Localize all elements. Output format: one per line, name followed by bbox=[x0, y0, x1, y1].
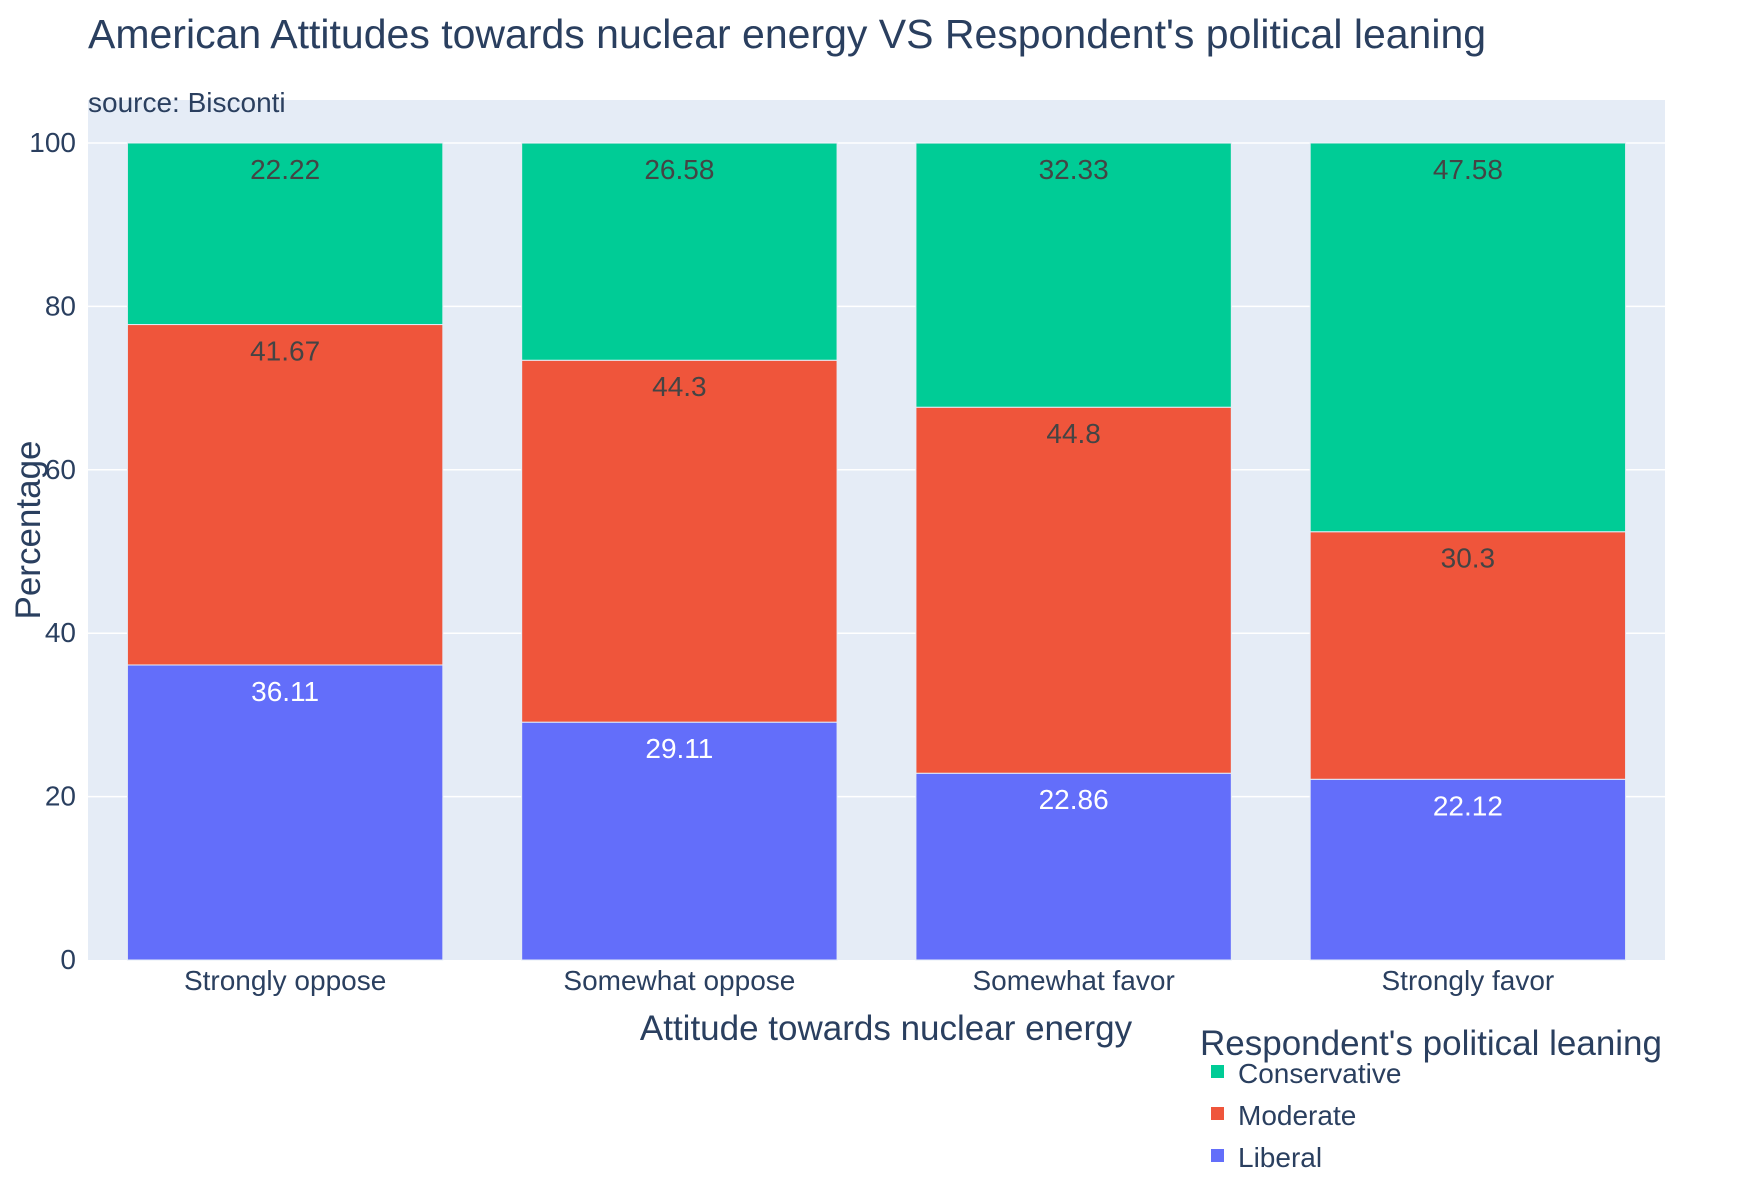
y-tick-label: 100 bbox=[29, 127, 76, 158]
chart-title: American Attitudes towards nuclear energ… bbox=[88, 11, 1486, 57]
bar-moderate-2 bbox=[521, 359, 838, 723]
data-labels: 36.11 41.67 22.22 29.11 44.3 26.58 22.86 44.8 32… bbox=[250, 154, 1503, 821]
bar-conservative-3 bbox=[915, 142, 1232, 408]
legend-items: Conservative Moderate Liberal bbox=[1211, 1058, 1401, 1173]
data-label: 41.67 bbox=[250, 336, 320, 367]
y-tick-label: 20 bbox=[45, 781, 76, 812]
chart-subtitle: source: Bisconti bbox=[88, 87, 286, 118]
y-axis-label: Percentage bbox=[9, 440, 48, 619]
y-tick-label: 0 bbox=[60, 944, 76, 975]
data-label: 22.22 bbox=[250, 154, 320, 185]
data-label: 44.3 bbox=[652, 371, 707, 402]
data-label: 22.86 bbox=[1039, 784, 1109, 815]
x-tick-label: Strongly favor bbox=[1382, 965, 1555, 996]
legend-swatch-liberal bbox=[1211, 1149, 1224, 1162]
y-tick-label: 80 bbox=[45, 290, 76, 321]
bars bbox=[126, 142, 1627, 961]
data-label: 26.58 bbox=[644, 154, 714, 185]
legend: Respondent's political leaning Conservat… bbox=[1200, 1024, 1662, 1173]
y-tick-label: 60 bbox=[45, 454, 76, 485]
legend-label-moderate[interactable]: Moderate bbox=[1238, 1100, 1356, 1131]
x-axis-ticks: Strongly oppose Somewhat oppose Somewhat f… bbox=[184, 965, 1554, 996]
bar-liberal-2 bbox=[521, 721, 838, 961]
legend-label-liberal[interactable]: Liberal bbox=[1238, 1142, 1322, 1173]
x-axis-label: Attitude towards nuclear energy bbox=[640, 1009, 1133, 1048]
x-tick-label: Somewhat oppose bbox=[563, 965, 795, 996]
legend-swatch-moderate bbox=[1211, 1107, 1224, 1120]
bar-moderate-4 bbox=[1309, 531, 1627, 780]
data-label: 32.33 bbox=[1039, 154, 1109, 185]
data-label: 47.58 bbox=[1433, 154, 1503, 185]
legend-swatch-conservative bbox=[1211, 1065, 1224, 1078]
bar-conservative-1 bbox=[126, 142, 444, 326]
bar-moderate-3 bbox=[915, 406, 1232, 774]
data-label: 22.12 bbox=[1433, 790, 1503, 821]
data-label: 44.8 bbox=[1046, 418, 1101, 449]
bar-liberal-4 bbox=[1309, 778, 1627, 961]
bar-moderate-1 bbox=[126, 324, 444, 666]
data-label: 36.11 bbox=[251, 676, 319, 707]
x-tick-label: Somewhat favor bbox=[972, 965, 1174, 996]
bar-liberal-3 bbox=[915, 772, 1232, 961]
legend-label-conservative[interactable]: Conservative bbox=[1238, 1058, 1401, 1089]
y-axis-ticks: 0 20 40 60 80 100 bbox=[29, 127, 76, 975]
bar-conservative-2 bbox=[521, 142, 838, 361]
y-tick-label: 40 bbox=[45, 617, 76, 648]
data-label: 30.3 bbox=[1441, 543, 1496, 574]
bar-conservative-4 bbox=[1309, 142, 1627, 533]
x-tick-label: Strongly oppose bbox=[184, 965, 386, 996]
legend-title: Respondent's political leaning bbox=[1200, 1024, 1662, 1063]
data-label: 29.11 bbox=[645, 733, 713, 764]
bar-liberal-1 bbox=[126, 664, 444, 961]
